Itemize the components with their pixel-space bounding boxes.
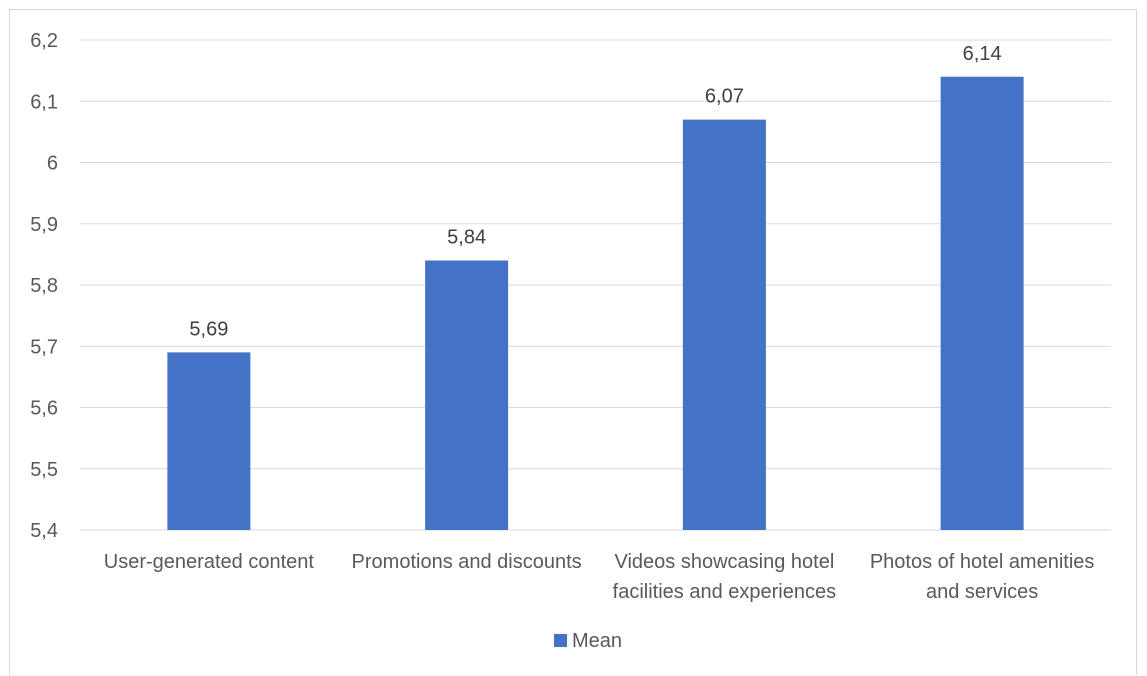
x-category-label-line: and services — [926, 581, 1038, 603]
data-labels: 5,69 5,84 6,07 6,14 — [189, 43, 1001, 341]
x-category-label-line: Photos of hotel amenities — [870, 551, 1095, 573]
gridlines — [80, 39, 1111, 531]
legend: Mean — [554, 630, 622, 652]
x-category-label: Promotions and discounts — [352, 551, 582, 573]
y-tick-label: 5,9 — [30, 214, 58, 236]
y-tick-label: 5,6 — [30, 398, 58, 420]
bar — [167, 352, 251, 530]
x-category-label-line: Videos showcasing hotel — [614, 551, 834, 573]
bar — [682, 119, 766, 530]
data-label: 5,84 — [447, 227, 486, 249]
x-axis-category-labels: User-generated content Promotions and dis… — [104, 551, 1095, 603]
bar — [425, 260, 509, 530]
x-category-label: Photos of hotel amenities and services — [870, 551, 1095, 603]
legend-swatch — [554, 634, 567, 647]
y-tick-label: 5,7 — [30, 336, 58, 358]
y-tick-label: 6,1 — [30, 91, 58, 113]
legend-label-mean: Mean — [572, 630, 622, 652]
bar — [940, 76, 1024, 530]
y-tick-label: 6 — [47, 153, 58, 175]
x-category-label: User-generated content — [104, 551, 315, 573]
data-label: 6,07 — [705, 86, 744, 108]
x-category-label: Videos showcasing hotel facilities and ex… — [613, 551, 836, 603]
y-tick-label: 5,8 — [30, 275, 58, 297]
bars — [167, 76, 1024, 530]
y-axis-tick-labels: 5,4 5,5 5,6 5,7 5,8 5,9 6 6,1 6,2 — [30, 30, 58, 542]
y-tick-label: 5,5 — [30, 459, 58, 481]
x-category-label-line: Promotions and discounts — [352, 551, 582, 573]
x-category-label-line: User-generated content — [104, 551, 315, 573]
x-category-label-line: facilities and experiences — [613, 581, 836, 603]
data-label: 6,14 — [963, 43, 1002, 65]
y-tick-label: 6,2 — [30, 30, 58, 52]
data-label: 5,69 — [189, 318, 228, 340]
y-tick-label: 5,4 — [30, 520, 58, 542]
